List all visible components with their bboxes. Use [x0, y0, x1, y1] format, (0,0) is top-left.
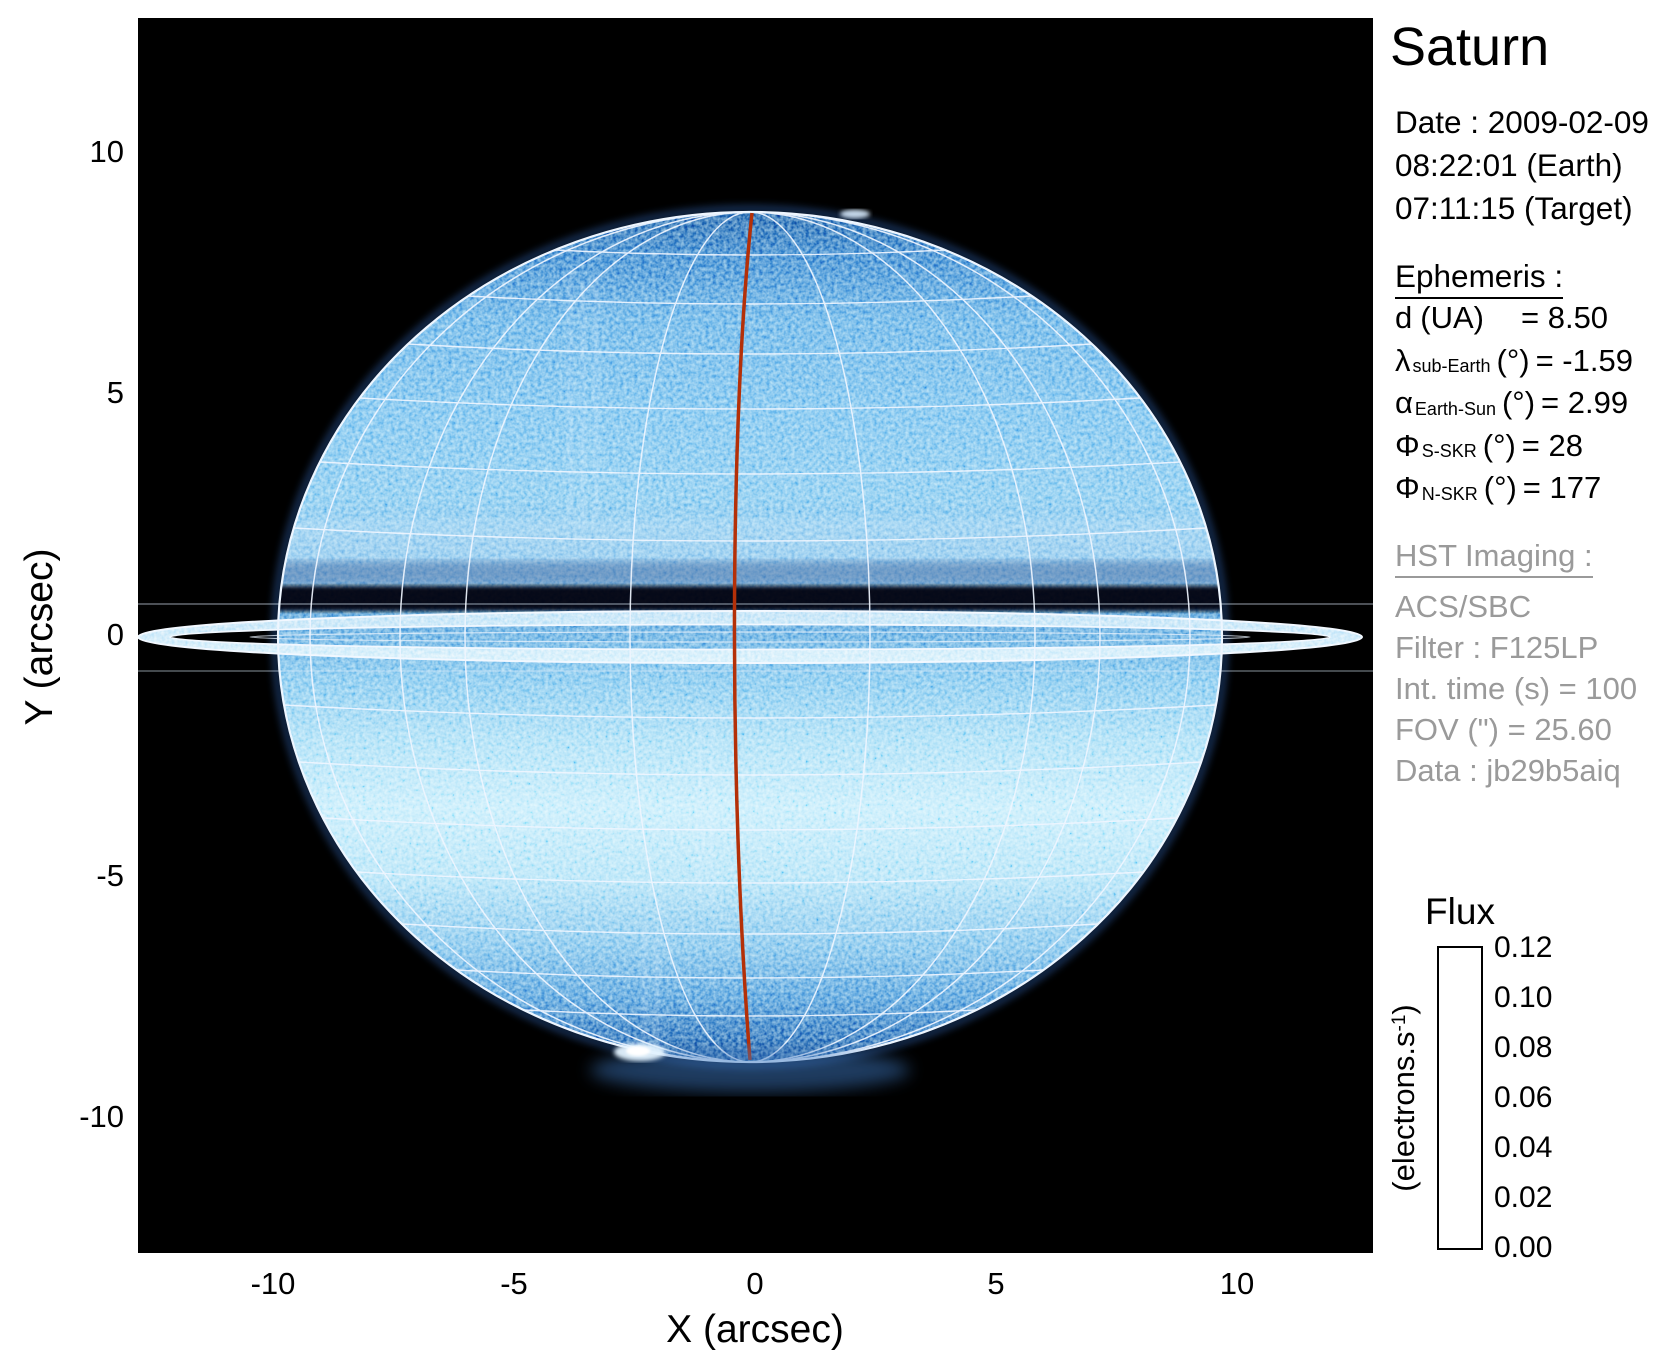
ephemeris-unit: (°)	[1501, 385, 1536, 421]
date-line: 08:22:01 (Earth)	[1395, 147, 1623, 183]
y-axis-tick: -5	[96, 858, 124, 893]
ephemeris-value: = -1.59	[1535, 342, 1633, 378]
y-axis-tick: -10	[79, 1099, 124, 1134]
ephemeris-subscript: Earth-Sun	[1414, 398, 1496, 419]
hst-line: Data : jb29b5aiq	[1395, 753, 1621, 788]
hst-line: FOV (") = 25.60	[1395, 712, 1612, 747]
ephemeris-subscript: S-SKR	[1421, 441, 1477, 462]
ephemeris-row: Φ N-SKR (°) = 177	[1395, 467, 1673, 510]
ephemeris-symbol: Φ	[1395, 470, 1420, 506]
x-axis-tick: 10	[1219, 1266, 1255, 1301]
ephemeris-subscript: sub-Earth	[1412, 356, 1491, 377]
colorbar-title: Flux	[1425, 891, 1495, 932]
ephemeris-row: α Earth-Sun (°) = 2.99	[1395, 382, 1673, 425]
date-block: Date : 2009-02-09 08:22:01 (Earth) 07:11…	[1395, 101, 1649, 230]
south-aurora-core	[626, 1046, 650, 1056]
figure-title: Saturn	[1390, 17, 1550, 77]
ephemeris-unit: (°)	[1482, 427, 1516, 463]
saturn-uv-image	[138, 18, 1373, 1253]
ephemeris-table: d (UA) = 8.50 λ sub-Earth (°) = -1.59 α …	[1395, 297, 1673, 510]
colorbar-tick: 0.04	[1494, 1131, 1553, 1164]
latitude-lines	[283, 249, 1217, 1017]
ephemeris-unit: (°)	[1483, 470, 1517, 506]
y-axis-tick: 10	[89, 134, 124, 169]
hst-line: Filter : F125LP	[1395, 630, 1599, 665]
hst-heading-text: HST Imaging :	[1395, 538, 1593, 578]
colorbar-unit-sup: -1	[1389, 1014, 1410, 1032]
x-axis-tick: 5	[987, 1266, 1005, 1301]
ephemeris-value: = 177	[1522, 470, 1602, 506]
ephemeris-label: α Earth-Sun (°)	[1395, 385, 1535, 421]
colorbar-tick: 0.02	[1494, 1181, 1553, 1214]
colorbar-unit: (electrons.s-1)	[1386, 1004, 1422, 1191]
date-line: 07:11:15 (Target)	[1395, 190, 1633, 226]
hst-line: Int. time (s) = 100	[1395, 671, 1638, 706]
ephemeris-label: d (UA)	[1395, 300, 1515, 336]
hst-line: ACS/SBC	[1395, 589, 1532, 624]
ring-shadow	[278, 586, 1222, 611]
x-axis-label: X (arcsec)	[666, 1308, 844, 1351]
ephemeris-heading-text: Ephemeris :	[1395, 258, 1564, 299]
ephemeris-heading: Ephemeris :	[1395, 258, 1564, 299]
y-axis-tick: 5	[106, 375, 124, 410]
colorbar-tick: 0.08	[1494, 1031, 1553, 1064]
ephemeris-unit: (UA)	[1420, 300, 1484, 336]
ephemeris-value: = 8.50	[1521, 300, 1609, 336]
y-axis-tick: 0	[106, 617, 124, 652]
ephemeris-row: d (UA) = 8.50	[1395, 297, 1673, 340]
x-axis-tick: -5	[500, 1266, 528, 1301]
colorbar-unit-pre: (electrons.s	[1386, 1031, 1421, 1192]
ephemeris-subscript: N-SKR	[1421, 483, 1478, 504]
ephemeris-row: λ sub-Earth (°) = -1.59	[1395, 340, 1673, 383]
graticule	[283, 212, 1217, 1062]
hst-imaging-block: HST Imaging : ACS/SBC Filter : F125LP In…	[1395, 538, 1637, 791]
date-line: Date : 2009-02-09	[1395, 104, 1649, 140]
colorbar-tick: 0.06	[1494, 1081, 1553, 1114]
ephemeris-symbol: Φ	[1395, 427, 1420, 463]
x-axis-tick: 0	[746, 1266, 764, 1301]
colorbar-tick: 0.10	[1494, 981, 1553, 1014]
ephemeris-value: = 2.99	[1541, 385, 1629, 421]
y-axis-label: Y (arcsec)	[18, 548, 61, 726]
colorbar-tick: 0.12	[1494, 931, 1553, 964]
x-axis-tick: -10	[250, 1266, 296, 1301]
ephemeris-symbol: λ	[1395, 342, 1411, 378]
ephemeris-label: Φ S-SKR (°)	[1395, 428, 1516, 464]
colorbar-unit-post: )	[1386, 1004, 1421, 1015]
ephemeris-symbol: α	[1395, 385, 1413, 421]
colorbar-gradient	[1437, 946, 1483, 1250]
hst-lines: ACS/SBC Filter : F125LP Int. time (s) = …	[1395, 586, 1637, 791]
ephemeris-label: Φ N-SKR (°)	[1395, 470, 1517, 506]
ephemeris-label: λ sub-Earth (°)	[1395, 343, 1530, 379]
south-polar-glow	[590, 1048, 910, 1092]
ephemeris-row: Φ S-SKR (°) = 28	[1395, 425, 1673, 468]
central-meridian-line	[732, 212, 754, 1061]
planet-disk	[278, 212, 1222, 1062]
hst-heading: HST Imaging :	[1395, 538, 1637, 578]
ephemeris-symbol: d	[1395, 300, 1413, 336]
north-limb-spot	[840, 209, 870, 219]
striation-artifacts	[568, 270, 714, 1048]
ephemeris-value: = 28	[1521, 427, 1583, 463]
meridian-lines	[309, 212, 1191, 1062]
colorbar-tick: 0.00	[1494, 1231, 1553, 1264]
ephemeris-unit: (°)	[1496, 342, 1530, 378]
